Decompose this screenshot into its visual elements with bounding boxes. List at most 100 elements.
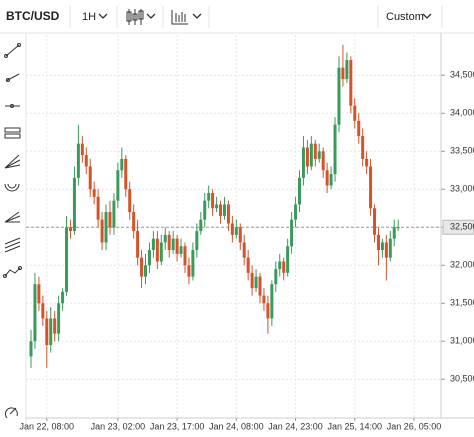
candle-body <box>278 261 282 270</box>
clear-tool[interactable] <box>4 407 18 419</box>
price-label-box <box>442 219 474 235</box>
indicators-button[interactable] <box>171 10 202 25</box>
candle-body <box>329 174 333 186</box>
candle-body <box>353 105 357 121</box>
channel-tool[interactable] <box>4 127 21 139</box>
x-tick-label: Jan 22, 08:00 <box>20 421 75 431</box>
ray-tool[interactable] <box>5 73 20 82</box>
y-tick-label: 33,500 <box>450 146 474 156</box>
y-tick-label: 31,500 <box>450 298 474 308</box>
candle-body <box>211 193 215 209</box>
candle-body <box>380 242 384 251</box>
candle-body <box>144 265 148 277</box>
candle-body <box>68 227 72 232</box>
candle-body <box>337 67 341 125</box>
candle-body <box>369 166 373 209</box>
y-tick-label: 33,000 <box>450 184 474 194</box>
candle-body <box>349 60 353 106</box>
x-tick-label: Jan 24, 23:00 <box>268 421 323 431</box>
drawing-toolbar <box>3 33 27 432</box>
x-tick-label: Jan 25, 14:00 <box>327 421 382 431</box>
candle-body <box>33 284 37 342</box>
candle-body <box>112 200 116 228</box>
candle-body <box>49 318 53 346</box>
candle-body <box>53 318 57 334</box>
candle-body <box>361 136 365 159</box>
arc-tool[interactable] <box>4 183 20 192</box>
candle-body <box>140 257 144 277</box>
candle-body <box>305 147 309 167</box>
candle-body <box>297 177 301 205</box>
candle-body <box>167 234 171 251</box>
y-tick-label: 32,000 <box>450 260 474 270</box>
fib-fan-tool[interactable] <box>4 154 21 169</box>
candle-body <box>274 269 278 285</box>
candle-body <box>151 238 155 251</box>
candle-body <box>187 265 191 277</box>
candle-body <box>258 276 262 296</box>
candle-body <box>37 284 41 304</box>
x-tick-label: Jan 23, 17:00 <box>150 421 205 431</box>
candle-body <box>309 143 313 167</box>
candle-body <box>325 170 329 186</box>
plot: 30,500 31,000 31,500 32,000 32,500 33,000 33,5… <box>20 35 474 431</box>
candle-body <box>136 231 140 258</box>
candle-body <box>72 177 76 232</box>
candle-body <box>290 219 294 247</box>
parallel-lines-tool[interactable] <box>4 237 21 253</box>
candle-body <box>155 238 159 262</box>
candle-body <box>45 318 49 346</box>
candle-body <box>100 219 104 243</box>
candle-body <box>384 242 388 258</box>
candle-body <box>250 272 254 289</box>
candle-body <box>132 212 136 232</box>
candle-body <box>88 166 92 190</box>
candle-body <box>84 155 88 167</box>
candle-body <box>222 204 226 216</box>
candle-body <box>171 238 175 251</box>
candle-body <box>175 238 179 254</box>
candle-body <box>262 295 266 304</box>
range[interactable]: Custom <box>386 11 424 23</box>
chevron[interactable] <box>422 13 432 19</box>
candle-body <box>373 208 377 235</box>
chevron[interactable] <box>98 13 108 19</box>
trend-line-tool[interactable] <box>4 43 21 58</box>
candle-body <box>199 219 203 232</box>
candle-body <box>183 246 187 266</box>
x-tick-label: Jan 26, 05:00 <box>387 421 442 431</box>
candle-body <box>219 204 223 216</box>
pitchfork-tool[interactable] <box>4 211 21 223</box>
candle-body <box>254 276 258 289</box>
candle-body <box>333 124 337 175</box>
symbol[interactable]: BTC/USD <box>6 9 60 23</box>
candle-body <box>163 234 167 243</box>
path-tool[interactable] <box>3 266 22 278</box>
candle-body <box>76 143 80 178</box>
x-tick-label: Jan 23, 02:00 <box>91 421 146 431</box>
chart-type-button[interactable] <box>126 9 156 25</box>
candle-body <box>396 227 400 229</box>
candle-body <box>61 291 65 304</box>
candle-body <box>124 158 128 190</box>
candle-body <box>266 303 270 319</box>
candle-body <box>203 200 207 220</box>
y-tick-label: 30,500 <box>450 374 474 384</box>
candle-body <box>341 67 345 80</box>
interval[interactable]: 1H <box>82 11 96 23</box>
candle-body <box>230 223 234 235</box>
candle-body <box>191 250 195 277</box>
candle-body <box>392 227 396 239</box>
candle-body <box>376 234 380 251</box>
candle-body <box>234 227 238 235</box>
candle-body <box>365 158 369 167</box>
horizontal-line-tool[interactable] <box>5 104 20 108</box>
candle-body <box>207 193 211 201</box>
candle-body <box>238 227 242 243</box>
candle-body <box>270 284 274 319</box>
candle-body <box>246 257 250 273</box>
candle-body <box>242 242 246 258</box>
candle-body <box>92 189 96 197</box>
price-label: 32,500 <box>450 222 474 232</box>
